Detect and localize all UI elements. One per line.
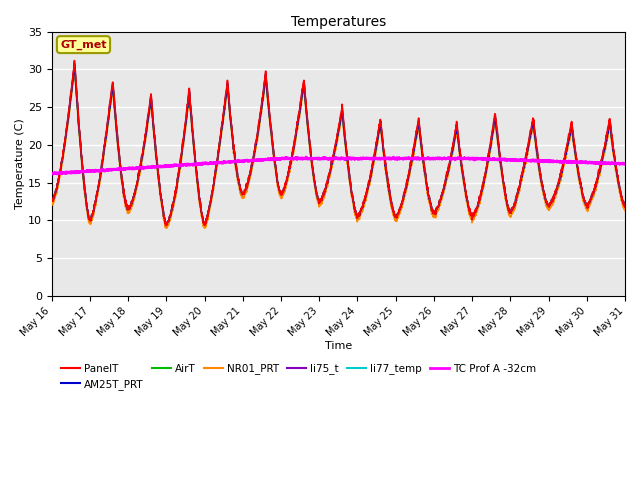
X-axis label: Time: Time — [324, 341, 352, 351]
Text: GT_met: GT_met — [60, 39, 107, 50]
Legend: PanelT, AM25T_PRT, AirT, NR01_PRT, li75_t, li77_temp, TC Prof A -32cm: PanelT, AM25T_PRT, AirT, NR01_PRT, li75_… — [57, 360, 540, 394]
Y-axis label: Temperature (C): Temperature (C) — [15, 119, 25, 209]
Title: Temperatures: Temperatures — [291, 15, 386, 29]
